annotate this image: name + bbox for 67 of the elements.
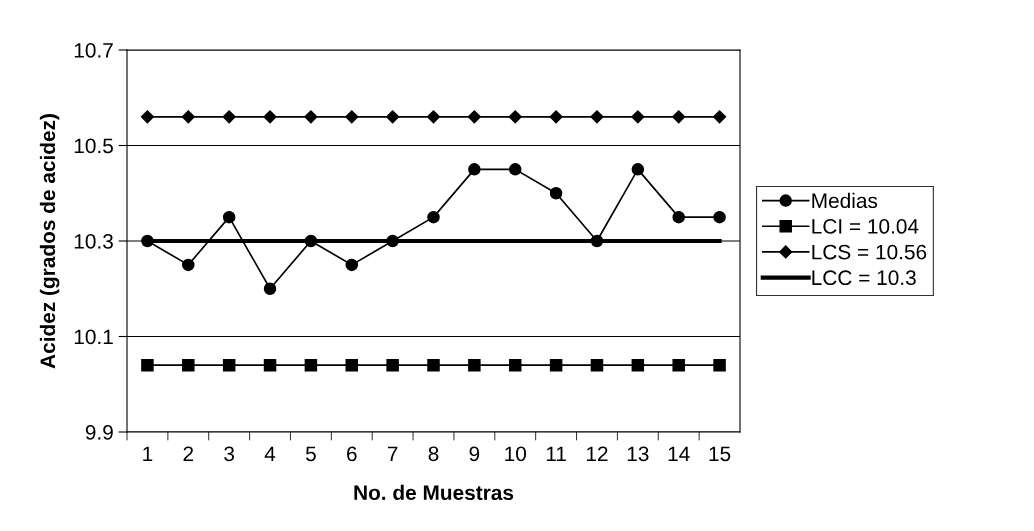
point [181, 110, 195, 124]
point [508, 110, 522, 124]
point [468, 358, 481, 372]
point [672, 110, 686, 124]
point [712, 110, 727, 124]
point [182, 358, 195, 372]
x-tick-label: 15 [709, 446, 731, 462]
legend-label: LCC = 10.3 [812, 270, 916, 286]
y-tick-label: 9.9 [85, 425, 113, 440]
x-tick-label: 12 [586, 446, 608, 461]
x-tick-label: 6 [347, 446, 357, 462]
x-tick-label: 13 [627, 446, 649, 462]
point [631, 110, 645, 124]
legend-label: LCI = 10.04 [812, 219, 919, 234]
legend-label: LCS = 10.56 [812, 244, 927, 260]
point [304, 358, 318, 372]
point [182, 258, 195, 272]
point [263, 358, 277, 372]
point [590, 358, 604, 372]
point [304, 110, 318, 124]
x-tick-label: 4 [264, 446, 276, 461]
y-tick-label: 10.1 [74, 329, 113, 345]
point [427, 210, 440, 224]
x-tick-label: 7 [387, 446, 398, 461]
point [386, 110, 400, 124]
x-axis-title: No. de Muestras [354, 484, 514, 501]
point [672, 358, 685, 372]
x-tick-label: 9 [469, 446, 480, 462]
x-tick-label: 2 [183, 446, 194, 461]
point [549, 358, 563, 372]
point [222, 358, 236, 372]
point [713, 210, 726, 224]
point [345, 358, 359, 372]
point [263, 110, 277, 124]
x-tick-label: 3 [224, 446, 235, 462]
point [508, 358, 522, 372]
point [263, 282, 277, 296]
y-tick-label: 10.7 [74, 43, 113, 58]
point [631, 358, 645, 372]
point [141, 358, 154, 372]
point [590, 110, 604, 124]
point [426, 110, 441, 124]
point [427, 358, 440, 372]
x-tick-label: 1 [143, 446, 153, 461]
legend-label: Medias [812, 192, 878, 209]
point [508, 163, 522, 176]
y-tick-label: 10.3 [74, 234, 113, 249]
point [222, 210, 236, 224]
point [549, 110, 563, 124]
point [222, 110, 236, 124]
y-tick-label: 10.5 [74, 138, 113, 154]
x-tick-label: 8 [428, 446, 439, 462]
point [468, 163, 481, 176]
y-axis-title: Acidez (grados de acidez) [39, 114, 60, 369]
point [549, 186, 563, 200]
point [631, 163, 645, 176]
x-tick-label: 10 [505, 446, 527, 462]
point [386, 358, 399, 372]
point [713, 358, 726, 372]
point [345, 258, 359, 272]
x-tick-label: 11 [546, 446, 566, 461]
point [672, 210, 685, 224]
point [467, 110, 481, 124]
point [345, 110, 359, 124]
x-tick-label: 5 [305, 446, 316, 462]
point [140, 110, 155, 124]
x-tick-label: 14 [668, 446, 690, 461]
